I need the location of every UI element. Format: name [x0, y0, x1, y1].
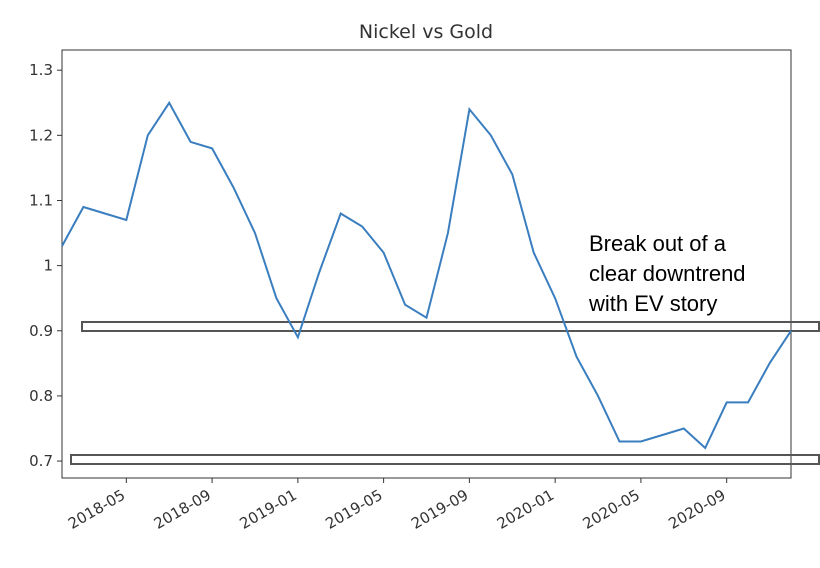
data-line [61, 100, 792, 450]
x-tick-label: 2020-09 [665, 486, 728, 533]
y-tick-label: 1.1 [29, 191, 53, 209]
x-tick-label: 2019-05 [322, 486, 385, 533]
x-tick-label: 2018-05 [65, 486, 128, 533]
y-tick-label: 1.3 [29, 61, 53, 79]
chart-title: Nickel vs Gold [359, 21, 493, 43]
x-tick-label: 2019-01 [237, 486, 300, 533]
x-tick-label: 2019-09 [408, 486, 471, 533]
plot-frame [61, 49, 792, 479]
annotation: Break out of a [589, 231, 727, 256]
annotation: clear downtrend [589, 261, 746, 286]
annotation: with EV story [588, 291, 717, 316]
support-box [70, 454, 820, 465]
breakout-box [81, 321, 820, 332]
y-tick-label: 1 [43, 257, 53, 275]
y-tick-label: 0.8 [29, 387, 53, 405]
x-tick-label: 2018-09 [151, 486, 214, 533]
x-tick-label: 2020-01 [494, 486, 557, 533]
y-tick-label: 0.9 [29, 322, 53, 340]
y-tick-label: 0.7 [29, 452, 53, 470]
y-tick-label: 1.2 [29, 126, 53, 144]
x-tick-label: 2020-05 [580, 486, 643, 533]
